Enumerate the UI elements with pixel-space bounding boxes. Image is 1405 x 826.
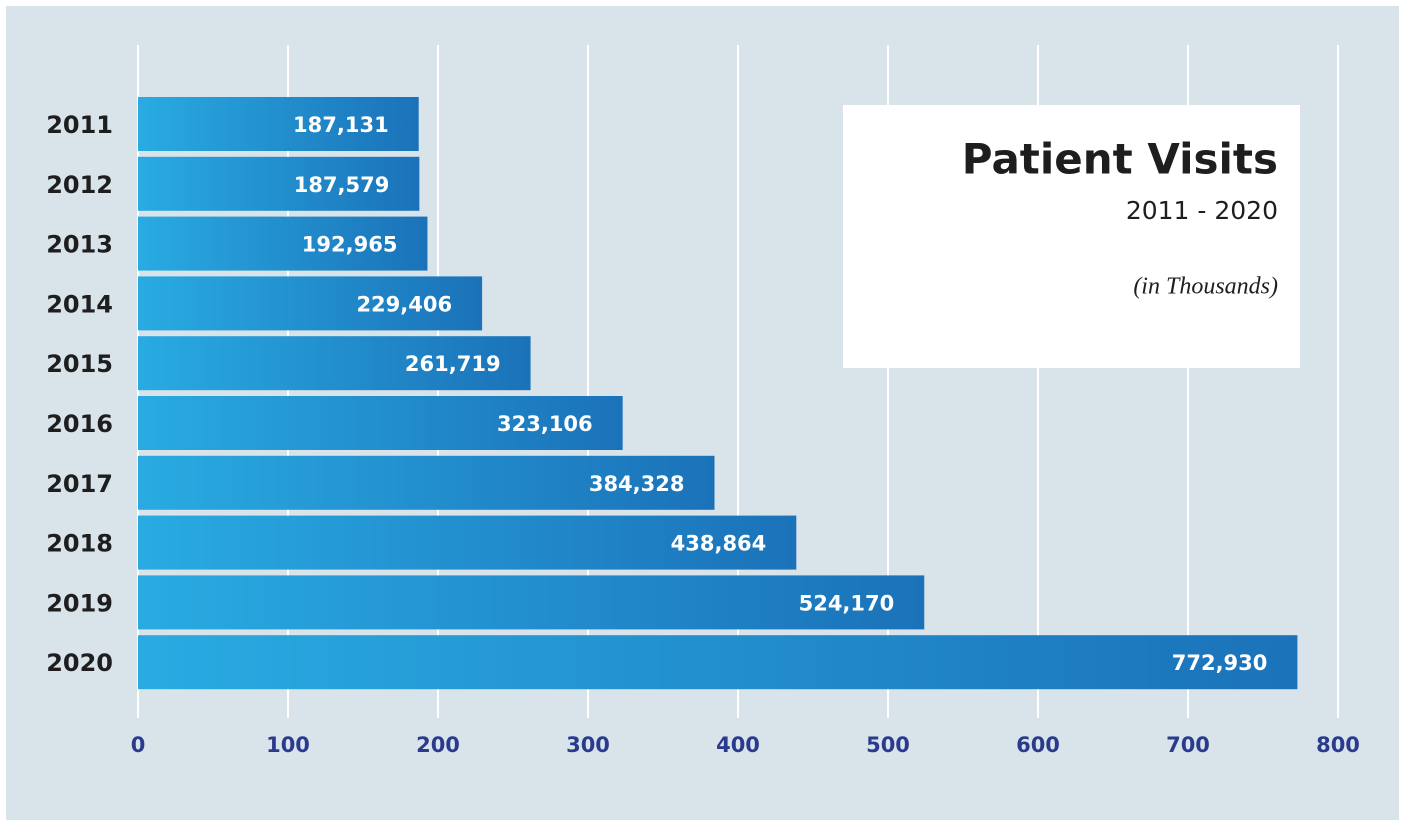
bar (138, 575, 925, 630)
y-tick-label: 2019 (46, 589, 113, 617)
x-tick-label: 0 (131, 733, 146, 757)
bar (138, 276, 483, 331)
y-tick-label: 2013 (46, 231, 113, 259)
bar (138, 97, 419, 151)
y-tick-label: 2020 (46, 649, 113, 677)
y-tick-label: 2012 (46, 171, 113, 199)
bar (138, 635, 1298, 690)
bar (138, 216, 428, 271)
note: (in Thousands) (1133, 274, 1278, 300)
bar (138, 156, 420, 211)
x-tick-label: 200 (416, 733, 460, 757)
y-tick-label: 2015 (46, 350, 113, 378)
value-label: 524,170 (799, 591, 895, 615)
y-tick-label: 2014 (46, 290, 113, 318)
y-tick-label: 2011 (46, 111, 113, 139)
value-label: 229,406 (356, 292, 452, 316)
chart-title: Patient Visits (962, 135, 1278, 184)
value-label: 323,106 (497, 412, 593, 436)
x-tick-label: 600 (1016, 733, 1060, 757)
x-tick-label: 300 (566, 733, 610, 757)
y-tick-label: 2018 (46, 530, 113, 558)
x-tick-label: 800 (1316, 733, 1360, 757)
value-label: 187,131 (293, 113, 389, 137)
x-tick-label: 400 (716, 733, 760, 757)
x-tick-label: 700 (1166, 733, 1210, 757)
value-label: 192,965 (302, 233, 398, 257)
x-tick-label: 100 (266, 733, 310, 757)
value-label: 438,864 (671, 532, 767, 556)
bar (138, 455, 715, 510)
value-label: 187,579 (294, 173, 390, 197)
bar (138, 396, 623, 450)
y-tick-label: 2016 (46, 410, 113, 438)
value-label: 384,328 (589, 472, 685, 496)
title-box (843, 105, 1300, 368)
value-label: 261,719 (405, 352, 501, 376)
chart-subtitle: 2011 - 2020 (1126, 196, 1278, 225)
bar (138, 515, 797, 570)
bar (138, 336, 531, 391)
y-tick-label: 2017 (46, 470, 113, 498)
value-label: 772,930 (1172, 651, 1268, 675)
x-tick-label: 500 (866, 733, 910, 757)
